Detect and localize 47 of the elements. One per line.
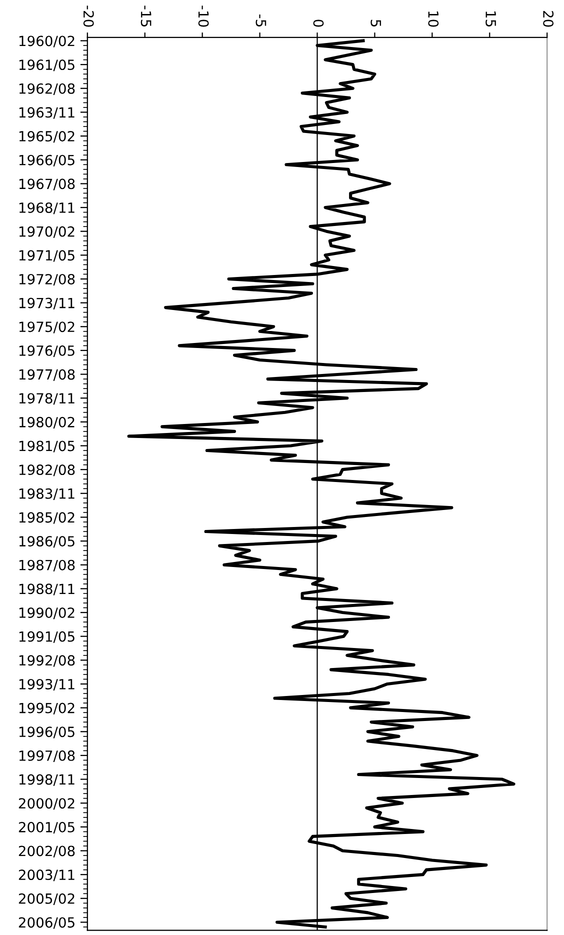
y-tick-label: 1972/08 xyxy=(19,274,75,286)
y-tick-label: 1966/05 xyxy=(19,154,74,166)
y-tick-label: 1968/11 xyxy=(19,202,74,214)
y-tick-label: 1987/08 xyxy=(19,560,75,572)
y-tick-label: 1981/05 xyxy=(19,440,74,452)
x-tick-label: 10 xyxy=(428,12,439,27)
y-tick-label: 1997/08 xyxy=(19,750,75,762)
y-tick-label: 1986/05 xyxy=(19,536,74,548)
y-tick-label: 1982/08 xyxy=(19,464,75,476)
y-tick-label: 1991/05 xyxy=(19,631,74,643)
y-tick-label: 1992/08 xyxy=(19,655,75,667)
x-tick-label: 15 xyxy=(486,12,496,26)
x-tick-label: -10 xyxy=(198,6,209,27)
y-tick-label: 1963/11 xyxy=(19,107,74,119)
x-tick-label: -20 xyxy=(83,6,94,27)
x-tick-label: -5 xyxy=(256,14,266,26)
x-tick-label: 0 xyxy=(313,20,324,27)
y-tick-label: 1961/05 xyxy=(19,60,74,72)
y-tick-label: 1970/02 xyxy=(19,226,74,238)
y-tick-label: 1998/11 xyxy=(19,774,74,786)
y-tick-label: 1995/02 xyxy=(19,702,74,714)
y-tick-label: 1996/05 xyxy=(19,726,74,738)
y-tick-label: 2000/02 xyxy=(18,798,74,810)
y-tick-label: 1983/11 xyxy=(19,488,74,500)
y-tick-label: 1975/02 xyxy=(19,322,74,334)
y-tick-label: 2001/05 xyxy=(18,822,74,834)
y-tick-label: 1978/11 xyxy=(19,393,74,405)
x-tick-label: -15 xyxy=(140,6,152,26)
y-tick-label: 1965/02 xyxy=(19,131,74,143)
y-tick-label: 2003/11 xyxy=(18,870,74,882)
y-tick-label: 2006/05 xyxy=(18,917,74,929)
y-tick-label: 1973/11 xyxy=(19,298,74,310)
y-tick-label: 1977/08 xyxy=(19,369,75,381)
x-tick-label: 20 xyxy=(543,11,554,27)
y-tick-label: 1976/05 xyxy=(19,345,74,358)
y-tick-label: 1985/02 xyxy=(19,512,74,524)
y-tick-label: 1990/02 xyxy=(19,607,74,620)
y-tick-label: 1960/02 xyxy=(19,36,74,48)
x-tick-label: 5 xyxy=(370,20,381,26)
y-tick-label: 1980/02 xyxy=(19,416,74,428)
y-tick-label: 1993/11 xyxy=(19,678,74,691)
y-tick-label: 1971/05 xyxy=(19,250,74,262)
y-tick-label: 1967/08 xyxy=(19,178,75,190)
y-tick-label: 2002/08 xyxy=(18,846,75,858)
y-tick-label: 1988/11 xyxy=(19,584,74,596)
y-tick-label: 1962/08 xyxy=(19,83,75,95)
y-tick-label: 2005/02 xyxy=(18,893,74,905)
